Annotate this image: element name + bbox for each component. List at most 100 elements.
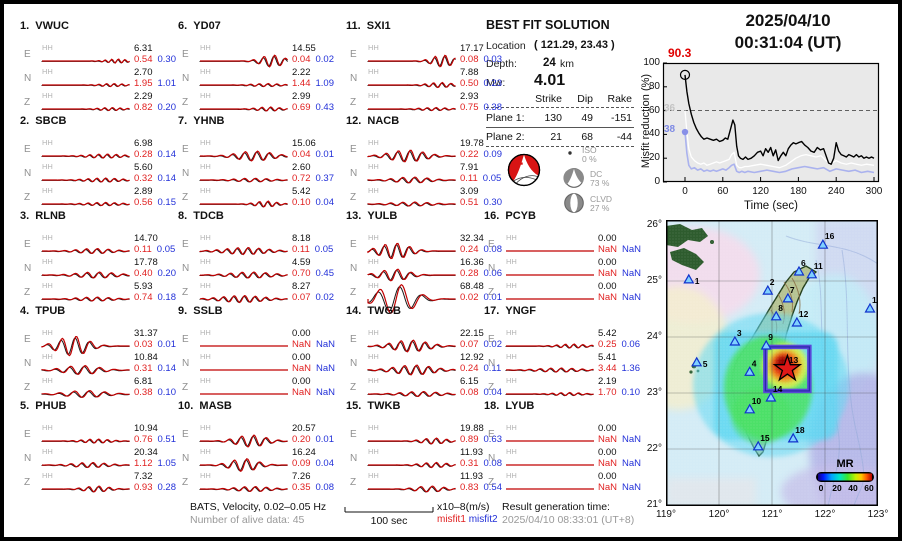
amplitude-value: 0.00: [598, 423, 617, 434]
waveform-trace: [367, 364, 456, 376]
channel-label: E: [182, 429, 189, 440]
misfit-values: NaN NaN: [292, 387, 335, 398]
channel-label: Z: [24, 477, 31, 488]
map-ytick: 22°: [646, 443, 662, 454]
clvd-percent: 27 %: [590, 203, 610, 213]
misfit2-value: 0.01: [157, 339, 177, 350]
misfit-values: 0.24 0.11: [460, 363, 501, 374]
plane2-strike: 21: [550, 131, 562, 143]
misfit1-value: 3.44: [598, 363, 617, 374]
band-label: HH: [506, 257, 517, 266]
misfit-values: 1.70 0.10: [598, 387, 640, 398]
misfit2-value: 0.23: [483, 78, 503, 89]
waveform-trace: [41, 364, 130, 376]
misfit2-value: 0.45: [315, 268, 335, 279]
band-label: HH: [506, 423, 517, 432]
map-ytick: 21°: [646, 499, 662, 510]
amplitude-value: 2.89: [134, 186, 153, 197]
plane2-label: Plane 2:: [486, 131, 525, 143]
channel-label: N: [24, 263, 32, 274]
waveform-trace: [41, 153, 130, 159]
band-label: HH: [200, 138, 211, 147]
band-label: HH: [368, 376, 379, 385]
band-label: HH: [200, 257, 211, 266]
plane-table-separator: [486, 146, 634, 147]
svg-text:8: 8: [778, 303, 783, 313]
station-block-SBCB: 2. SBCB E HH 6.98 0.28 0.14 N HH 5.60 0.32 0.14 Z HH…: [18, 115, 176, 209]
station-header: 9. SSLB: [178, 305, 223, 317]
station-header: 17. YNGF: [484, 305, 536, 317]
map-xtick: 120°: [708, 509, 730, 520]
waveform-trace: [41, 177, 130, 183]
channel-row-N: N HH 16.36 0.28 0.06: [344, 256, 502, 282]
svg-text:2: 2: [770, 277, 775, 287]
map-station-marker-11: 11: [806, 261, 823, 279]
band-label: HH: [506, 447, 517, 456]
misfit-values: NaN NaN: [598, 434, 641, 445]
channel-label: Z: [350, 97, 357, 108]
svg-text:13: 13: [789, 355, 799, 365]
waveform-trace: [367, 437, 456, 445]
misfit-secondary-label-38: 38: [664, 124, 676, 135]
misfit-values: 0.31 0.08: [460, 458, 502, 469]
amplitude-value: 68.48: [460, 281, 484, 292]
channel-row-N: N HH 16.24 0.09 0.04: [176, 446, 334, 473]
channel-row-E: E HH 19.88 0.89 0.63: [344, 422, 502, 446]
misfit1-value: 0.54: [134, 54, 153, 65]
channel-row-Z: Z HH 7.32 0.93 0.28: [18, 470, 176, 494]
map-station-marker-17: 17: [864, 295, 880, 313]
misfit2-value: 1.36: [621, 363, 641, 374]
amplitude-value: 5.42: [292, 186, 311, 197]
channel-label: E: [24, 144, 31, 155]
channel-row-Z: Z HH 2.99 0.69 0.43: [176, 90, 334, 114]
plane2-dip: 68: [581, 131, 593, 143]
svg-text:9: 9: [768, 332, 773, 342]
channel-label: Z: [24, 192, 31, 203]
misfit-chart-xtick: 180: [790, 186, 807, 197]
misfit-values: 0.04 0.01: [292, 149, 334, 160]
epicenter-star: [772, 353, 803, 382]
channel-row-E: E HH 0.00 NaN NaN: [482, 232, 641, 256]
channel-row-E: E HH 14.70 0.11 0.05: [18, 232, 175, 256]
station-header: 15. TWKB: [346, 400, 401, 412]
misfit1-value: 0.82: [134, 102, 153, 113]
misfit-values: 0.04 0.02: [292, 54, 334, 65]
waveform-trace: [367, 176, 456, 184]
misfit2-value: NaN: [622, 458, 642, 469]
misfit-chart-svg: [662, 62, 880, 183]
misfit-values: 0.54 0.30: [134, 54, 176, 65]
misfit1-value: 0.31: [134, 363, 153, 374]
misfit1-value: 0.04: [292, 149, 311, 160]
misfit-start-value-label: 90.3: [668, 46, 692, 60]
waveform-trace: [367, 461, 456, 469]
misfit2-value: 0.14: [157, 363, 177, 374]
waveform-trace: [506, 488, 594, 490]
station-block-PHUB: 5. PHUB E HH 10.94 0.76 0.51 N HH 20.34 1.12 1.05 Z…: [18, 400, 176, 494]
misfit1-value: 0.24: [460, 244, 479, 255]
channel-row-E: E HH 0.00 NaN NaN: [482, 422, 641, 446]
channel-label: E: [350, 144, 357, 155]
amplitude-value: 2.29: [134, 91, 153, 102]
channel-label: E: [488, 239, 495, 250]
misfit2-value: 0.04: [315, 197, 335, 208]
misfit2-value: NaN: [622, 292, 642, 303]
channel-row-N: N HH 10.84 0.31 0.14: [18, 351, 177, 376]
waveform-trace: [41, 389, 130, 398]
svg-text:12: 12: [799, 309, 809, 319]
waveform-trace: [200, 393, 288, 395]
location-value: ( 121.29, 23.43 ): [534, 39, 615, 51]
misfit1-value: 0.28: [134, 149, 153, 160]
waveform-trace: [506, 274, 594, 276]
misfit-values: 0.02 0.01: [460, 292, 502, 303]
svg-text:17: 17: [872, 295, 880, 305]
band-label: HH: [506, 471, 517, 480]
misfit-chart-ylabel: Misfit reduction (%): [640, 73, 652, 169]
band-label: HH: [200, 376, 211, 385]
channel-label: E: [182, 334, 189, 345]
misfit-values: 0.40 0.20: [134, 268, 176, 279]
channel-label: Z: [182, 97, 189, 108]
channel-row-E: E HH 22.15 0.07 0.02: [344, 327, 502, 353]
channel-label: N: [182, 73, 190, 84]
map-ytick: 24°: [646, 331, 662, 342]
iso-dot-icon: [568, 151, 572, 155]
